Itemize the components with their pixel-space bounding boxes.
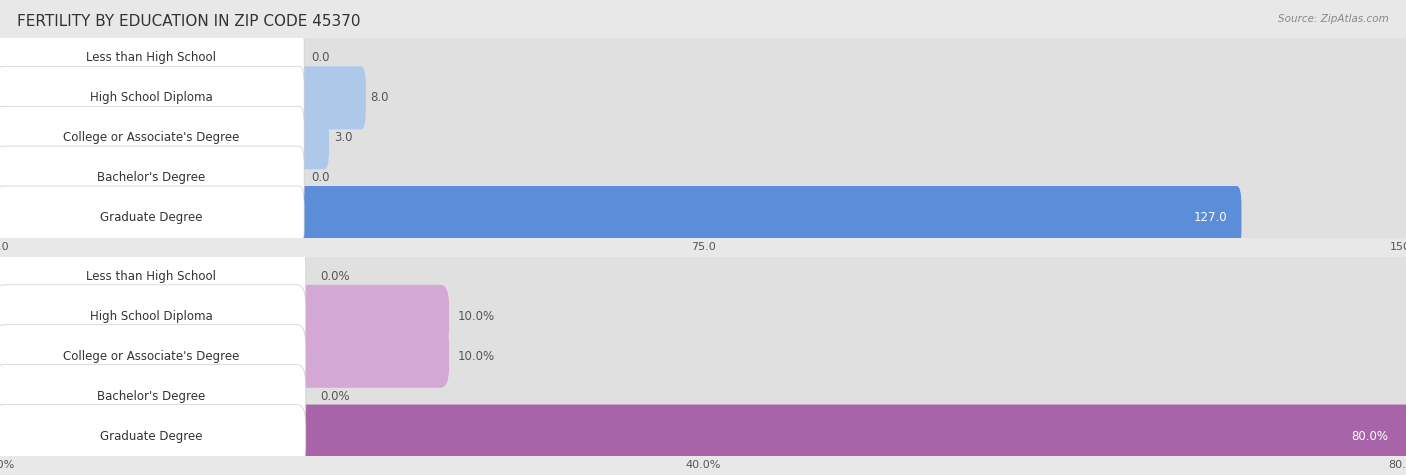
Text: Less than High School: Less than High School <box>86 270 217 283</box>
Text: High School Diploma: High School Diploma <box>90 91 212 104</box>
Text: College or Associate's Degree: College or Associate's Degree <box>63 131 239 144</box>
FancyBboxPatch shape <box>294 365 1406 428</box>
FancyBboxPatch shape <box>0 325 305 388</box>
Text: 127.0: 127.0 <box>1194 211 1227 224</box>
Bar <box>0 256 1406 296</box>
FancyBboxPatch shape <box>298 186 1241 249</box>
FancyBboxPatch shape <box>298 106 1406 169</box>
Bar <box>0 296 1406 336</box>
FancyBboxPatch shape <box>294 405 1406 467</box>
Text: 0.0: 0.0 <box>312 51 330 65</box>
Text: Graduate Degree: Graduate Degree <box>100 211 202 224</box>
Text: Less than High School: Less than High School <box>86 51 217 65</box>
FancyBboxPatch shape <box>294 405 1406 467</box>
Text: 8.0: 8.0 <box>371 91 389 104</box>
Text: 80.0%: 80.0% <box>1351 429 1389 443</box>
Text: Graduate Degree: Graduate Degree <box>100 429 202 443</box>
FancyBboxPatch shape <box>0 146 304 209</box>
Bar <box>0 158 1406 198</box>
FancyBboxPatch shape <box>0 285 305 348</box>
FancyBboxPatch shape <box>298 186 1406 249</box>
Text: 0.0%: 0.0% <box>319 270 350 283</box>
Text: 0.0: 0.0 <box>312 171 330 184</box>
Text: Bachelor's Degree: Bachelor's Degree <box>97 390 205 403</box>
Bar <box>0 336 1406 376</box>
Bar <box>0 416 1406 456</box>
Text: Source: ZipAtlas.com: Source: ZipAtlas.com <box>1278 14 1389 24</box>
FancyBboxPatch shape <box>0 27 304 89</box>
Text: 10.0%: 10.0% <box>458 350 495 363</box>
Bar <box>0 78 1406 118</box>
FancyBboxPatch shape <box>298 66 1406 129</box>
Text: 3.0: 3.0 <box>333 131 353 144</box>
Bar <box>0 376 1406 416</box>
Text: FERTILITY BY EDUCATION IN ZIP CODE 45370: FERTILITY BY EDUCATION IN ZIP CODE 45370 <box>17 14 360 29</box>
Text: College or Associate's Degree: College or Associate's Degree <box>63 350 239 363</box>
Bar <box>0 118 1406 158</box>
FancyBboxPatch shape <box>0 405 305 467</box>
FancyBboxPatch shape <box>0 365 305 428</box>
FancyBboxPatch shape <box>298 66 366 129</box>
Text: 10.0%: 10.0% <box>458 310 495 323</box>
Text: Bachelor's Degree: Bachelor's Degree <box>97 171 205 184</box>
FancyBboxPatch shape <box>0 186 304 249</box>
Text: High School Diploma: High School Diploma <box>90 310 212 323</box>
FancyBboxPatch shape <box>298 146 1406 209</box>
FancyBboxPatch shape <box>294 285 449 348</box>
Text: 0.0%: 0.0% <box>319 390 350 403</box>
FancyBboxPatch shape <box>298 106 329 169</box>
Bar <box>0 38 1406 78</box>
Bar <box>0 198 1406 238</box>
FancyBboxPatch shape <box>294 245 1406 308</box>
FancyBboxPatch shape <box>0 245 305 308</box>
FancyBboxPatch shape <box>0 66 304 129</box>
FancyBboxPatch shape <box>0 106 304 169</box>
FancyBboxPatch shape <box>294 285 1406 348</box>
FancyBboxPatch shape <box>294 325 449 388</box>
FancyBboxPatch shape <box>294 325 1406 388</box>
FancyBboxPatch shape <box>298 27 1406 89</box>
